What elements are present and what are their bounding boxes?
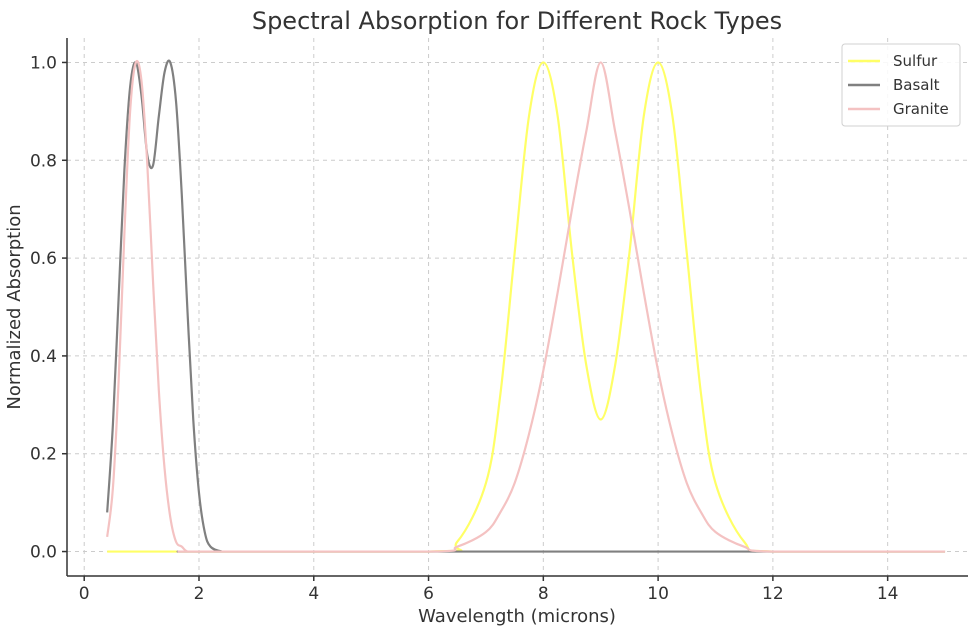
x-tick-label: 14 [877, 584, 899, 604]
x-tick-label: 8 [538, 584, 549, 604]
y-tick-label: 0.8 [30, 151, 57, 171]
y-tick-label: 0.6 [30, 249, 57, 269]
legend-label-sulfur: Sulfur [893, 52, 938, 70]
x-tick-label: 10 [647, 584, 669, 604]
x-axis-label: Wavelength (microns) [418, 606, 616, 627]
plot-lines [106, 59, 946, 553]
x-tick-label: 6 [423, 584, 434, 604]
legend-label-basalt: Basalt [893, 76, 940, 94]
y-tick-label: 0.2 [30, 445, 57, 465]
legend: Sulfur Basalt Granite [841, 43, 961, 127]
x-tick-label: 0 [79, 584, 90, 604]
y-tick-label: 1.0 [30, 53, 57, 73]
y-axis-label: Normalized Absorption [4, 204, 25, 409]
y-tick-label: 0.0 [30, 543, 57, 563]
grid [67, 38, 968, 576]
x-tick-label: 2 [194, 584, 205, 604]
axis-ticks: 0 2 4 6 8 10 12 14 0.0 0.2 0.4 0.6 0.8 1.0 [30, 53, 899, 604]
x-tick-label: 4 [308, 584, 319, 604]
x-tick-label: 12 [762, 584, 784, 604]
legend-label-granite: Granite [893, 100, 949, 118]
chart-title: Spectral Absorption for Different Rock T… [252, 7, 782, 35]
series-line-granite [106, 59, 946, 553]
y-tick-label: 0.4 [30, 347, 57, 367]
series-line-sulfur [107, 61, 946, 553]
legend-box [841, 43, 961, 127]
